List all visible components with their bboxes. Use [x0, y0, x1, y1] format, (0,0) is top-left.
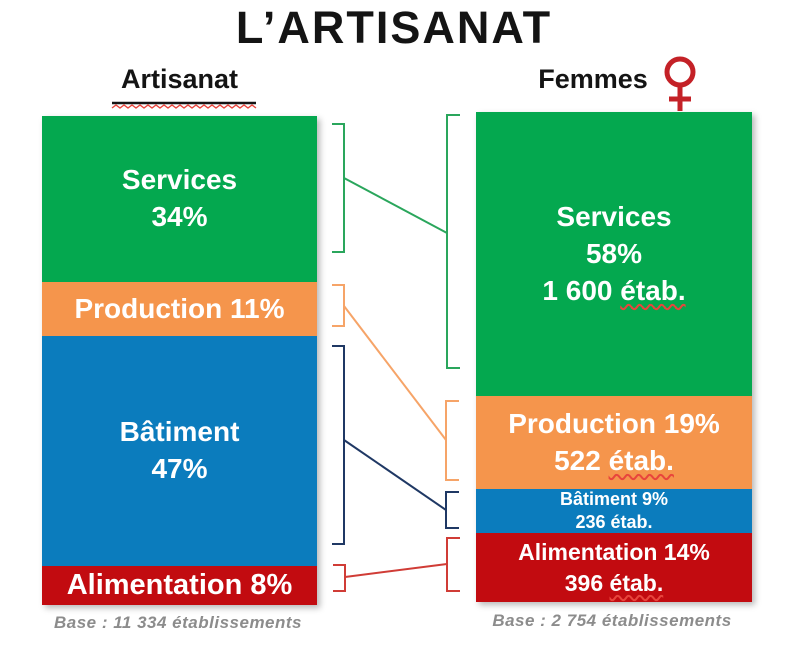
bracket-left-production: [332, 284, 345, 327]
artisanat-spellcheck-squiggle: [111, 104, 257, 109]
bar-segment-production: Production 11%: [42, 282, 317, 337]
etab-abbreviation: étab.: [608, 444, 674, 476]
bar-segment-services: Services 58% 1 600 étab.: [476, 112, 752, 397]
bracket-right-production: [445, 400, 459, 481]
column-header-femmes-label: Femmes: [538, 64, 648, 94]
bar-artisanat: Services 34% Production 11% Bâtiment 47% Alim…: [42, 116, 317, 605]
segment-label-line: Bâtiment: [119, 416, 240, 448]
segment-label-line: Production 19%: [508, 407, 720, 439]
etab-abbreviation: étab.: [620, 274, 686, 306]
segment-label-line: Production 11%: [74, 292, 285, 324]
connector-line-services: [343, 177, 448, 234]
connector-line-production: [343, 305, 447, 441]
bar-femmes: Services 58% 1 600 étab. Production 19% 522 …: [476, 112, 752, 602]
column-header-artisanat: Artisanat: [42, 64, 317, 95]
bracket-left-batiment: [332, 345, 345, 545]
segment-label-line: 396 étab.: [564, 569, 664, 596]
etab-abbreviation: étab.: [609, 569, 664, 596]
segment-label-line: 236 étab.: [575, 512, 653, 533]
segment-label-line: Alimentation 14%: [518, 538, 710, 565]
page-title: L’ARTISANAT: [235, 2, 553, 53]
base-label-femmes: Base : 2 754 établissements: [492, 611, 732, 630]
segment-label-line: 47%: [151, 452, 208, 484]
connector-line-alimentation: [344, 563, 448, 578]
bar-segment-alimentation: Alimentation 14% 396 étab.: [476, 533, 752, 602]
etab-abbreviation: étab.: [610, 512, 653, 533]
connector-line-batiment: [343, 439, 447, 511]
bracket-left-services: [332, 123, 345, 253]
bar-segment-batiment: Bâtiment 47%: [42, 336, 317, 566]
bracket-left-alimentation: [333, 564, 346, 592]
bar-segment-services: Services 34%: [42, 116, 317, 283]
female-symbol-icon: [664, 56, 696, 111]
segment-label-line: Alimentation 8%: [66, 569, 293, 602]
bar-segment-production: Production 19% 522 étab.: [476, 396, 752, 490]
segment-label-line: 58%: [585, 237, 643, 269]
segment-label-line: 34%: [151, 201, 208, 233]
bar-segment-alimentation: Alimentation 8%: [42, 565, 317, 605]
segment-label-line: 1 600 étab.: [542, 274, 686, 306]
bracket-right-alimentation: [446, 537, 460, 592]
base-label-artisanat: Base : 11 334 établissements: [53, 613, 303, 632]
segment-label-line: Services: [121, 164, 238, 196]
column-header-femmes: Femmes: [476, 56, 752, 114]
bar-segment-batiment: Bâtiment 9% 236 étab.: [476, 488, 752, 534]
segment-label-line: 522 étab.: [554, 444, 674, 476]
column-header-artisanat-label: Artisanat: [120, 64, 239, 94]
segment-label-line: Bâtiment 9%: [559, 488, 669, 509]
bracket-right-services: [446, 114, 460, 369]
bracket-right-batiment: [445, 491, 459, 529]
segment-label-line: Services: [556, 200, 672, 232]
